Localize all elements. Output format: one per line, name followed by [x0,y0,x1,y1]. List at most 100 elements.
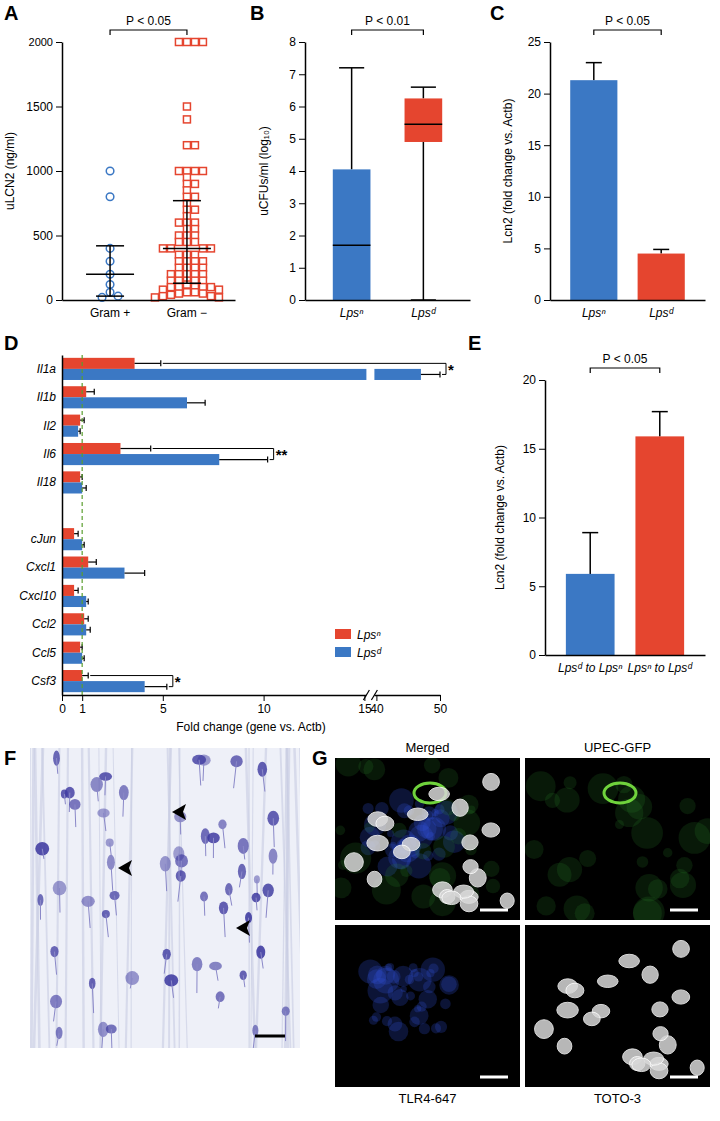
image-signal [385,864,408,887]
tick: Lpsⁿ to Lpsᵈ [628,655,694,675]
micrograph [525,925,710,1087]
image-signal [409,1017,420,1028]
panel-label: E [468,332,481,354]
tick: 10 [523,511,545,525]
image-label: UPEC-GFP [584,740,651,755]
image-nucleus [393,845,410,859]
bar [570,80,617,300]
tick-label: 500 [33,229,53,243]
whisker [423,142,425,300]
tick-label: Cxcl1 [26,560,56,574]
whisker-cap [173,282,201,284]
data-point [183,39,190,46]
box [333,169,371,300]
image-nucleus [597,975,618,987]
tick: 0 [534,293,550,307]
tick-mark [62,695,63,701]
whisker [109,246,111,296]
image-cell [225,883,232,896]
y-axis: 012345678 [289,35,305,307]
error-cap [96,559,97,565]
tick-label: 5 [534,242,541,256]
panel-label: F [4,747,16,769]
y-axis: Il1aIl1bIl2Il6Il18cJunCxcl1Cxcl10Ccl2Ccl… [19,356,62,696]
tick-mark [299,300,305,301]
tick-label: 2 [289,229,296,243]
image-nucleus [653,1027,668,1041]
whisker [351,68,353,170]
bar [62,613,84,624]
tick-mark [539,586,545,587]
data-point [191,238,198,245]
error-bar [187,402,205,403]
image-signal [373,997,390,1014]
tick-label: cJun [31,532,57,546]
center-line [163,248,211,250]
image-nucleus [535,1020,554,1039]
tick-label: Lpsⁿ [582,306,606,320]
panel-label: G [312,747,328,769]
image-texture [218,997,220,1009]
error-cap [160,360,161,366]
tick-mark [299,236,305,237]
tick-mark [82,695,83,701]
image-signal [648,879,668,899]
image-texture [199,760,201,786]
image-texture [54,1002,57,1022]
tick: Il6 [43,447,62,461]
micrograph [335,758,520,920]
axis-line [62,356,64,696]
image-signal [627,794,653,820]
tick-label: Ccl2 [32,617,56,631]
tick: Ccl5 [32,646,62,660]
image-signal [435,1021,447,1033]
tick-label: 1000 [26,164,53,178]
image-signal [525,840,544,859]
tick: 6 [289,100,305,114]
image-texture [110,843,113,865]
axis-line [551,300,706,302]
image-texture [205,836,206,856]
scale-bar [255,1035,285,1038]
center-line [86,273,134,275]
image-texture [243,846,245,859]
box [405,98,443,142]
error-bar [120,448,150,449]
image-nucleus [345,853,364,872]
tick-label: 1 [289,261,296,275]
y-axis: 0500100015002000 [26,36,62,307]
image-signal [564,776,577,789]
data-point [106,167,114,175]
significance-label: ** [276,446,288,463]
tick: Lpsᵈ [649,300,674,320]
error-cap [80,428,81,434]
image-texture [163,748,171,1048]
image-nucleus [407,808,428,820]
image-nucleus [583,1012,600,1026]
error-cap [84,542,85,548]
error-cap [653,249,669,251]
image-nucleus [566,983,584,998]
tick-label: 0 [289,293,296,307]
image-signal [358,759,373,774]
tick-mark [544,42,550,43]
whisker-cap [173,200,201,202]
error-bar [86,629,90,630]
error-cap [166,684,167,690]
image-nucleus [429,787,450,800]
annotation: P < 0.05 [603,352,648,366]
image-texture [31,748,33,1048]
whisker-cap [339,67,364,69]
tick: Lpsⁿ [340,300,364,320]
error-cap [439,371,440,377]
tick-label: Gram − [167,306,207,320]
image-texture [294,748,300,1048]
tick-mark [56,107,62,108]
legend-label: Lpsⁿ [357,628,381,642]
image-signal [679,798,695,814]
image-texture [224,908,226,937]
x-axis: Gram +Gram − [63,300,236,320]
tick-label: Lpsⁿ to Lpsᵈ [628,661,694,675]
image-texture [106,914,108,937]
tick-label: Csf3 [31,674,56,688]
